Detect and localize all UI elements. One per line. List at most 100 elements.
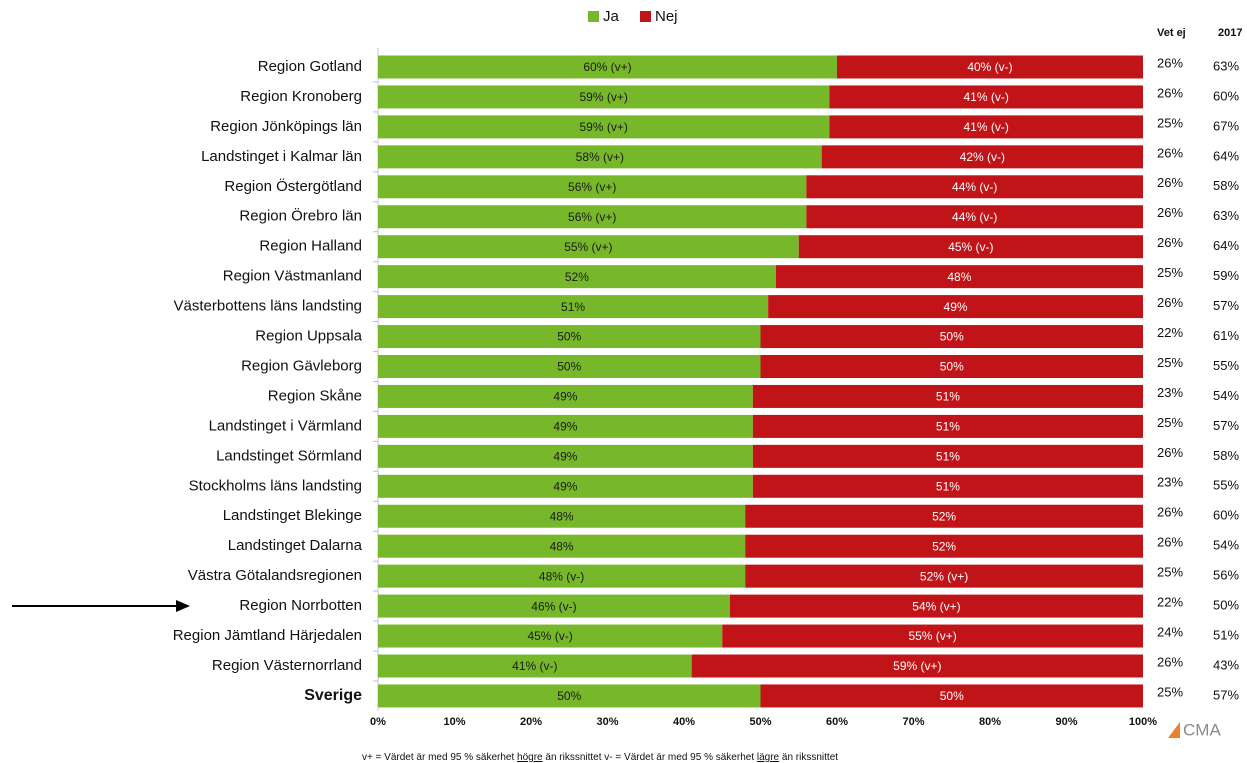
column-value: 24%	[1157, 624, 1183, 639]
column-value: 22%	[1157, 595, 1183, 610]
bar-segment	[378, 145, 822, 169]
bar-segment	[378, 115, 830, 139]
column-value: 43%	[1213, 657, 1239, 672]
bar-label: 50%	[940, 360, 964, 374]
bar-segment	[760, 355, 1143, 378]
bar-segment	[745, 504, 1143, 528]
logo: CMA	[1183, 720, 1221, 739]
bar-segment	[745, 564, 1143, 588]
category-label: Sverige	[304, 687, 362, 704]
bar-label: 56% (v+)	[568, 210, 616, 224]
bar-segment	[378, 474, 753, 498]
column-value: 55%	[1213, 358, 1239, 373]
category-label: Region Örebro län	[239, 207, 362, 225]
bar-segment	[806, 205, 1143, 229]
bar-segment	[378, 325, 761, 349]
column-value: 26%	[1157, 295, 1183, 310]
bar-segment	[378, 295, 769, 319]
bar-label: 49%	[553, 479, 577, 493]
bar-segment	[378, 684, 761, 708]
category-label: Stockholms läns landsting	[189, 477, 362, 494]
bar-label: 44% (v-)	[952, 180, 997, 194]
bar-segment	[745, 534, 1143, 558]
bar-segment	[752, 444, 1143, 468]
category-label: Region Gävleborg	[241, 357, 362, 374]
bar-label: 48% (v-)	[539, 569, 584, 583]
bar-label: 41% (v-)	[964, 120, 1009, 134]
bar-segment	[378, 355, 761, 378]
category-label: Region Jämtland Härjedalen	[173, 627, 362, 644]
category-label: Västerbottens läns landsting	[174, 298, 362, 315]
bar-label: 51%	[936, 390, 960, 404]
x-tick-label: 40%	[673, 716, 695, 728]
column-value: 57%	[1213, 418, 1239, 433]
x-tick-label: 90%	[1055, 716, 1077, 728]
bar-segment	[378, 235, 799, 259]
column-value: 25%	[1157, 565, 1183, 580]
bar-label: 41% (v-)	[512, 659, 557, 673]
legend-label: Ja	[603, 8, 620, 25]
bar-segment	[752, 414, 1143, 438]
column-value: 60%	[1213, 88, 1239, 103]
column-value: 63%	[1213, 58, 1239, 73]
column-value: 57%	[1213, 687, 1239, 702]
bar-segment	[760, 325, 1143, 349]
column-value: 58%	[1213, 448, 1239, 463]
bar-segment	[798, 235, 1143, 259]
column-value: 26%	[1157, 505, 1183, 520]
x-tick-label: 20%	[520, 716, 542, 728]
column-value: 23%	[1157, 385, 1183, 400]
bar-label: 59% (v+)	[579, 90, 627, 104]
bar-segment	[378, 534, 746, 558]
column-value: 64%	[1213, 148, 1239, 163]
column-value: 59%	[1213, 268, 1239, 283]
bar-segment	[752, 474, 1143, 498]
bar-label: 51%	[936, 450, 960, 464]
column-value: 26%	[1157, 235, 1183, 250]
bar-segment	[378, 55, 837, 79]
column-value: 58%	[1213, 178, 1239, 193]
bar-label: 55% (v+)	[564, 240, 612, 254]
bar-segment	[378, 175, 807, 199]
bar-segment	[752, 384, 1143, 408]
bar-label: 44% (v-)	[952, 210, 997, 224]
category-label: Region Västernorrland	[212, 657, 362, 674]
bar-label: 49%	[553, 450, 577, 464]
column-value: 23%	[1157, 475, 1183, 490]
x-tick-label: 0%	[370, 716, 386, 728]
bar-segment	[691, 654, 1143, 678]
bar-segment	[378, 594, 730, 618]
column-value: 54%	[1213, 388, 1239, 403]
column-value: 26%	[1157, 445, 1183, 460]
column-value: 54%	[1213, 538, 1239, 553]
bar-label: 55% (v+)	[908, 629, 956, 643]
bar-segment	[378, 384, 753, 408]
category-label: Region Uppsala	[255, 328, 362, 345]
x-tick-label: 70%	[902, 716, 924, 728]
category-label: Landstinget Sörmland	[216, 447, 362, 464]
column-value: 25%	[1157, 265, 1183, 280]
legend-swatch	[588, 11, 599, 22]
bar-segment	[378, 444, 753, 468]
column-value: 63%	[1213, 208, 1239, 223]
category-label: Landstinget i Värmland	[209, 417, 362, 434]
category-label: Region Västmanland	[223, 268, 362, 285]
bar-segment	[829, 115, 1143, 139]
x-tick-label: 10%	[443, 716, 465, 728]
footnote-part: högre	[517, 752, 543, 763]
bar-label: 51%	[936, 420, 960, 434]
category-label: Region Jönköpings län	[210, 118, 362, 135]
footnote-part: v+ = Värdet är med 95 % säkerhet	[362, 752, 517, 763]
column-value: 25%	[1157, 415, 1183, 430]
category-label: Landstinget Dalarna	[228, 537, 363, 554]
category-label: Landstinget i Kalmar län	[201, 148, 362, 165]
bar-segment	[378, 85, 830, 109]
bar-segment	[378, 504, 746, 528]
category-label: Region Östergötland	[224, 177, 362, 195]
bar-label: 58% (v+)	[576, 150, 624, 164]
bar-segment	[829, 85, 1143, 109]
bar-segment	[729, 594, 1143, 618]
bar-label: 48%	[550, 509, 574, 523]
arrow	[12, 600, 190, 612]
